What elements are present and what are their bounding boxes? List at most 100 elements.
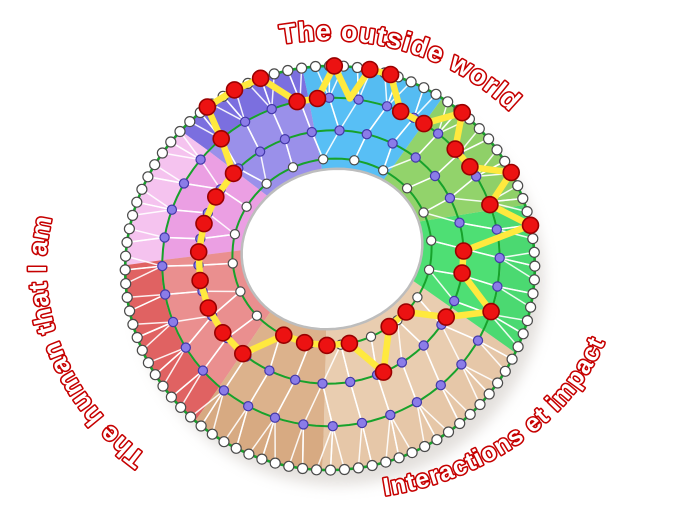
journey-milestone-node	[318, 336, 336, 355]
mesh-line	[475, 149, 498, 177]
journey-milestone-node	[454, 242, 473, 260]
node-A	[119, 264, 131, 276]
mesh-line	[376, 374, 392, 416]
node-A	[517, 328, 529, 340]
node-A	[442, 96, 454, 108]
node-A	[269, 457, 281, 469]
node-B	[491, 224, 502, 235]
node-A	[380, 456, 392, 468]
mesh-line	[211, 290, 241, 317]
node-C	[444, 192, 456, 204]
mesh-line	[154, 164, 185, 185]
mesh-line	[247, 370, 271, 407]
journey-milestone-node	[437, 308, 456, 326]
node-A	[338, 463, 351, 476]
journey-milestone-node	[191, 271, 209, 290]
node-A	[512, 180, 524, 192]
torus-diagram	[119, 57, 544, 486]
node-A	[123, 223, 135, 235]
journey-milestone-node	[374, 363, 393, 381]
mesh-line	[125, 265, 163, 271]
mesh-line	[461, 363, 498, 384]
mesh-line	[220, 188, 248, 208]
node-A	[124, 305, 136, 317]
mesh-line	[416, 402, 426, 447]
mesh-line	[247, 82, 273, 110]
journey-milestone-node	[308, 89, 327, 108]
mesh-line	[248, 417, 276, 455]
node-D	[378, 165, 389, 176]
node-B	[432, 128, 444, 139]
node-B	[381, 101, 393, 112]
mesh-line	[321, 344, 342, 384]
node-A	[142, 357, 154, 369]
mesh-line	[170, 141, 201, 161]
node-B	[494, 252, 505, 264]
sector-tan-dark-outer	[195, 387, 324, 470]
node-A	[524, 301, 537, 313]
node-A	[483, 133, 495, 145]
node-A	[206, 428, 218, 440]
journey-milestone-node	[481, 195, 499, 214]
mesh-line	[401, 362, 418, 403]
node-A	[491, 144, 503, 156]
mesh-line	[185, 315, 213, 349]
node-A	[157, 380, 169, 392]
node-B	[166, 204, 178, 215]
mesh-line	[211, 103, 246, 123]
mesh-line	[385, 414, 392, 463]
mesh-line	[428, 269, 455, 302]
node-A	[442, 426, 455, 438]
mesh-line	[301, 424, 305, 469]
mesh-line	[477, 339, 513, 360]
mesh-line	[141, 321, 174, 351]
node-A	[142, 171, 154, 183]
journey-milestone-node	[225, 81, 244, 99]
node-A	[464, 408, 476, 420]
node-D	[423, 264, 435, 275]
node-A	[352, 462, 364, 474]
mesh-line	[147, 176, 185, 185]
node-A	[127, 209, 139, 221]
sector-red-outer	[125, 260, 219, 421]
node-A	[127, 318, 139, 330]
node-A	[521, 315, 534, 327]
node-A	[149, 159, 161, 171]
journey-milestone-node	[199, 299, 218, 317]
node-A	[474, 398, 486, 411]
mesh-line	[440, 384, 461, 424]
node-A	[309, 60, 322, 73]
node-C	[345, 376, 356, 388]
journey-milestone-node	[234, 344, 252, 363]
journey-milestone-node	[198, 98, 217, 116]
node-B	[435, 380, 446, 391]
node-A	[296, 62, 308, 74]
journey-milestone-node	[446, 140, 465, 158]
node-A	[218, 436, 230, 448]
mesh-line	[328, 65, 345, 99]
sector-tan-light-outer	[322, 330, 516, 471]
node-A	[324, 464, 337, 476]
node-A	[165, 136, 177, 148]
mesh-line	[489, 313, 519, 348]
node-A	[473, 123, 485, 135]
node-D	[227, 258, 238, 269]
journey-milestone-node	[224, 164, 243, 183]
mesh-line	[416, 401, 438, 441]
mesh-line	[199, 159, 222, 190]
node-A	[256, 453, 268, 465]
journey-milestone-node	[461, 158, 479, 176]
mesh-line	[244, 121, 261, 152]
node-B	[298, 419, 309, 430]
mesh-line	[259, 151, 268, 184]
mesh-line	[416, 401, 450, 433]
journey-milestone-node	[415, 114, 433, 133]
mesh-line	[416, 296, 442, 326]
mesh-line	[366, 105, 388, 135]
mesh-line	[211, 390, 225, 435]
mesh-line	[162, 347, 187, 387]
mesh-line	[198, 262, 233, 266]
mesh-line	[200, 233, 235, 240]
node-D	[349, 155, 360, 166]
mesh-line	[270, 73, 275, 110]
